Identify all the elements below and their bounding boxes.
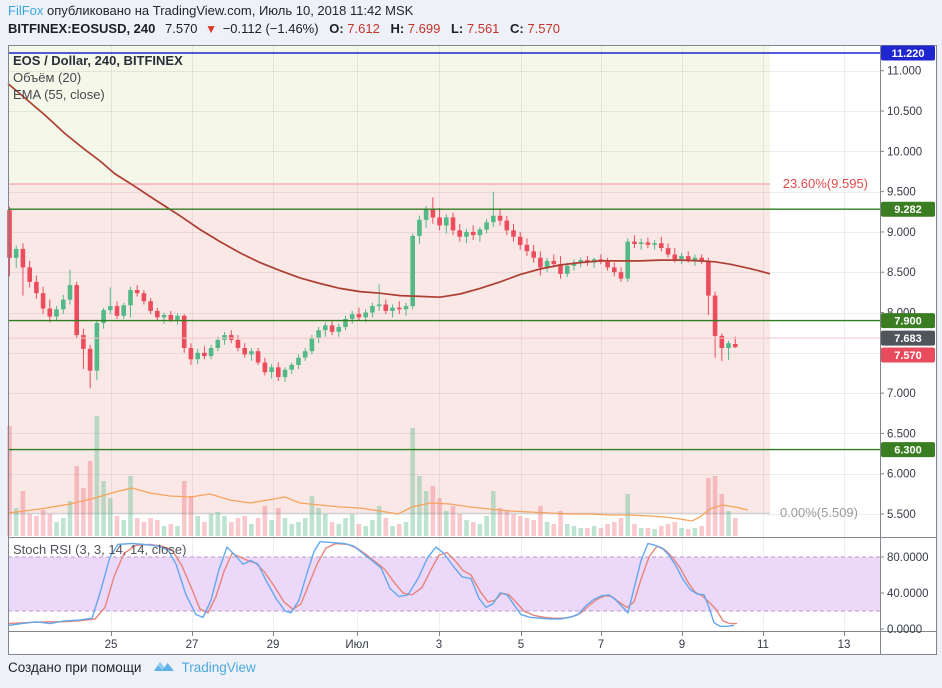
- svg-text:7: 7: [598, 639, 604, 651]
- svg-text:7.900: 7.900: [894, 316, 922, 328]
- svg-text:6.500: 6.500: [887, 428, 916, 440]
- price-axis[interactable]: 11.00010.50010.0009.5009.0008.5008.0007.…: [880, 66, 929, 636]
- svg-text:25: 25: [105, 639, 118, 651]
- candles-layer[interactable]: [7, 191, 738, 389]
- svg-text:8.500: 8.500: [887, 267, 916, 279]
- stoch-k-line: [7, 540, 735, 627]
- svg-text:11.000: 11.000: [887, 66, 921, 78]
- author-link[interactable]: FilFox: [8, 3, 44, 18]
- footer: Создано при помощи TradingView: [8, 658, 256, 676]
- chart-frame: [8, 45, 937, 655]
- svg-text:11: 11: [757, 639, 769, 651]
- svg-text:13: 13: [838, 639, 851, 651]
- tradingview-logo-icon[interactable]: [153, 658, 175, 676]
- svg-text:10.000: 10.000: [887, 146, 922, 158]
- open-value: 7.612: [347, 21, 380, 36]
- svg-text:3: 3: [436, 639, 442, 651]
- last-price: 7.570: [165, 21, 198, 36]
- volume-bars: [7, 416, 738, 536]
- svg-text:9: 9: [679, 639, 685, 651]
- price-change: −0.112 (−1.46%): [222, 21, 319, 36]
- fib-zones: [8, 45, 770, 514]
- svg-text:5: 5: [518, 639, 524, 651]
- stoch-d-line: [7, 542, 737, 625]
- ema-line: [7, 82, 771, 299]
- high-label: H:: [390, 21, 405, 36]
- svg-text:11.220: 11.220: [891, 48, 924, 60]
- svg-text:7.570: 7.570: [894, 350, 922, 362]
- svg-text:10.500: 10.500: [887, 106, 922, 118]
- close-value: 7.570: [527, 21, 560, 36]
- price-down-arrow-icon: ▼: [205, 22, 218, 36]
- stoch-band: [8, 557, 880, 611]
- open-label: O:: [329, 21, 344, 36]
- stoch-pane[interactable]: [7, 540, 880, 627]
- svg-text:80.0000: 80.0000: [887, 552, 929, 564]
- tradingview-link[interactable]: TradingView: [181, 659, 256, 675]
- svg-text:9.000: 9.000: [887, 227, 916, 239]
- svg-text:5.500: 5.500: [887, 509, 916, 521]
- svg-text:27: 27: [186, 639, 199, 651]
- high-value: 7.699: [407, 21, 441, 36]
- svg-text:9.282: 9.282: [894, 204, 922, 216]
- price-badges: 11.220 9.282 7.900 7.683 7.570 6.300: [881, 45, 935, 458]
- svg-text:40.0000: 40.0000: [887, 588, 929, 600]
- symbol-title[interactable]: BITFINEX:EOSUSD, 240: [8, 21, 156, 36]
- publish-info: FilFox опубликовано на TradingView.com, …: [8, 3, 413, 18]
- publish-text: опубликовано на TradingView.com, Июль 10…: [47, 3, 414, 18]
- volume-ma-line: [7, 487, 749, 522]
- low-label: L:: [450, 21, 464, 36]
- svg-text:7.000: 7.000: [887, 388, 916, 400]
- close-label: C:: [510, 21, 524, 36]
- svg-text:29: 29: [267, 639, 280, 651]
- svg-text:0.0000: 0.0000: [887, 624, 922, 636]
- svg-text:Июл: Июл: [345, 639, 368, 651]
- svg-text:9.500: 9.500: [887, 187, 916, 199]
- time-axis[interactable]: 25 27 29 Июл 3 5 7 9 11 13: [105, 632, 851, 651]
- level-lines: [8, 52, 880, 451]
- svg-text:7.683: 7.683: [894, 333, 922, 345]
- svg-text:6.000: 6.000: [887, 469, 916, 481]
- svg-text:6.300: 6.300: [894, 445, 922, 457]
- low-value: 7.561: [466, 21, 500, 36]
- symbol-info-row: BITFINEX:EOSUSD, 240 7.570 ▼ −0.112 (−1.…: [8, 21, 560, 36]
- footer-created-text: Создано при помощи: [8, 659, 142, 675]
